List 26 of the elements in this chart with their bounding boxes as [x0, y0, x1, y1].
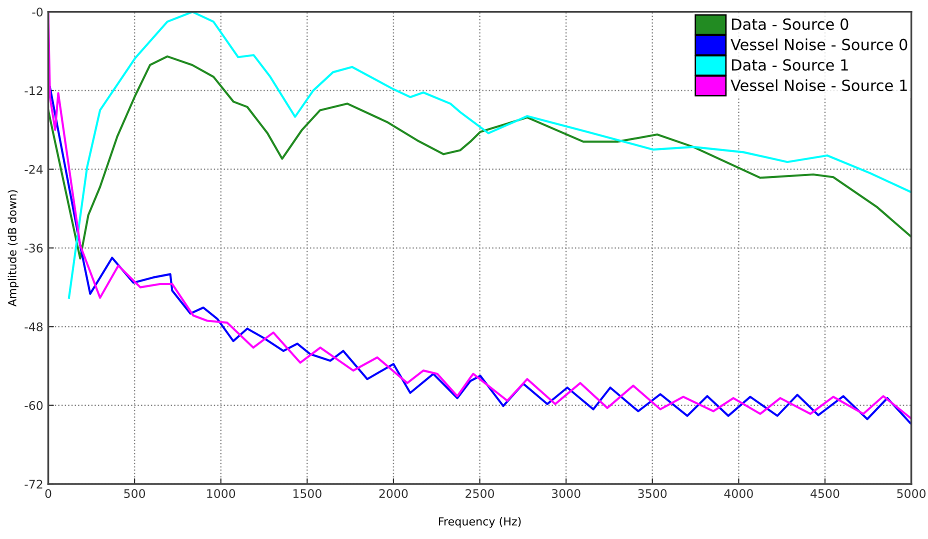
x-tick-label: 3000	[552, 489, 580, 498]
x-tick-label: 4000	[724, 489, 753, 498]
legend-label: Data - Source 0	[732, 18, 848, 30]
x-tick-label: 1500	[293, 489, 322, 498]
y-tick-label: -0	[32, 8, 43, 17]
x-tick-label: 3500	[638, 489, 667, 498]
x-axis-title: Frequency (Hz)	[438, 516, 521, 528]
y-tick-label: -60	[24, 401, 43, 410]
x-tick-label: 4500	[810, 489, 840, 498]
x-tick-label: 1000	[207, 489, 236, 498]
y-tick-label: -72	[24, 480, 42, 489]
y-tick-label: -24	[24, 164, 43, 174]
legend-label: Vessel Noise - Source 1	[730, 79, 907, 92]
legend-label: Vessel Noise - Source 0	[730, 38, 908, 50]
x-tick-label: 2000	[379, 489, 408, 498]
x-tick-label: 0	[45, 489, 52, 498]
line-series	[68, 12, 912, 299]
line-series	[48, 55, 912, 260]
y-axis-title: Amplitude (dB down)	[8, 190, 19, 307]
legend-label: Data - Source 1	[732, 59, 848, 71]
x-tick-label: 5000	[897, 489, 926, 498]
x-tick-label: 500	[124, 489, 146, 498]
x-tick-label: 2500	[466, 489, 494, 498]
y-tick-label: -48	[24, 322, 43, 332]
y-tick-label: -12	[24, 86, 42, 96]
y-tick-label: -36	[24, 244, 43, 253]
